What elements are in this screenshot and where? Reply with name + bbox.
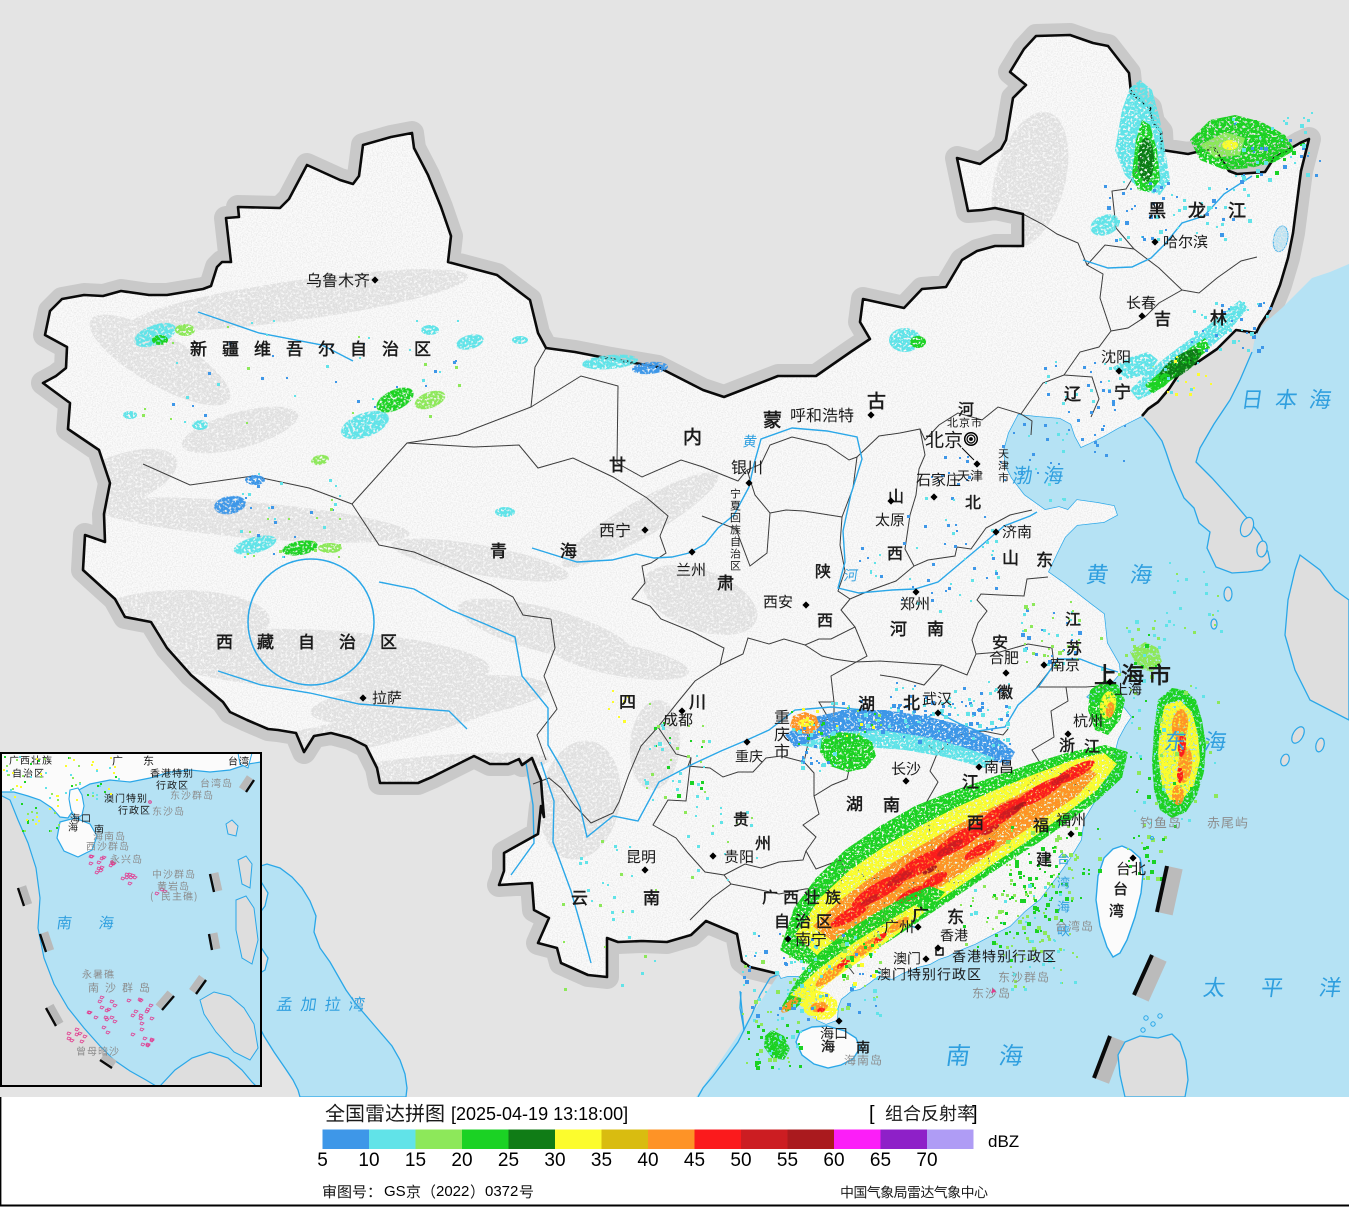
svg-text:]: ] xyxy=(972,1103,978,1125)
svg-text:40: 40 xyxy=(637,1150,658,1171)
svg-text:30: 30 xyxy=(544,1150,565,1171)
svg-text:20: 20 xyxy=(451,1150,472,1171)
svg-text:45: 45 xyxy=(684,1150,705,1171)
svg-text:35: 35 xyxy=(591,1150,612,1171)
svg-text:[2025-04-19 13:18:00]: [2025-04-19 13:18:00] xyxy=(451,1104,628,1124)
svg-text:15: 15 xyxy=(405,1150,426,1171)
svg-text:dBZ: dBZ xyxy=(988,1132,1019,1151)
svg-text:25: 25 xyxy=(498,1150,519,1171)
svg-text:10: 10 xyxy=(358,1150,379,1171)
svg-text:GS: GS xyxy=(384,1183,406,1200)
svg-text:60: 60 xyxy=(823,1150,844,1171)
svg-text:50: 50 xyxy=(730,1150,751,1171)
svg-text:55: 55 xyxy=(777,1150,798,1171)
svg-text:5: 5 xyxy=(317,1150,328,1171)
svg-text:0372: 0372 xyxy=(485,1183,518,1200)
svg-text:70: 70 xyxy=(916,1150,937,1171)
svg-text:[: [ xyxy=(869,1103,875,1125)
svg-text:65: 65 xyxy=(870,1150,891,1171)
svg-text:2022: 2022 xyxy=(436,1183,469,1200)
